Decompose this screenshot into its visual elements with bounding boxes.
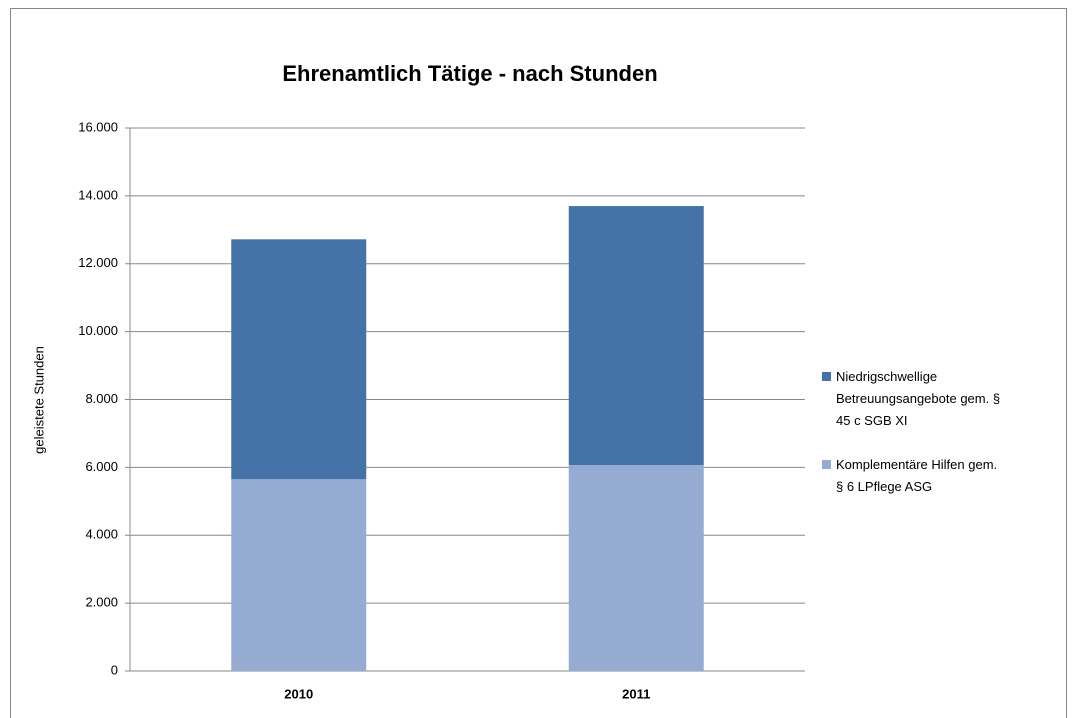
legend-item: Niedrigschwellige Betreuungsangebote gem… — [822, 366, 1012, 432]
y-tick-label: 14.000 — [78, 187, 118, 202]
y-tick-label: 12.000 — [78, 255, 118, 270]
y-tick-label: 6.000 — [85, 459, 118, 474]
bar-segment — [568, 464, 704, 671]
x-tick-label: 2010 — [284, 686, 313, 701]
x-tick-label: 2011 — [622, 686, 650, 701]
legend-item: Komplementäre Hilfen gem. § 6 LPflege AS… — [822, 454, 1012, 498]
chart-border — [10, 8, 1067, 718]
bar-segment — [568, 206, 704, 465]
y-axis-label: geleistete Stunden — [31, 346, 46, 454]
legend: Niedrigschwellige Betreuungsangebote gem… — [822, 366, 1012, 520]
y-tick-label: 4.000 — [85, 527, 118, 542]
bar-segment — [231, 479, 367, 671]
legend-label: Niedrigschwellige Betreuungsangebote gem… — [836, 369, 1001, 428]
legend-swatch — [822, 372, 831, 381]
chart-title: Ehrenamtlich Tätige - nach Stunden — [282, 61, 657, 86]
legend-swatch — [822, 460, 831, 469]
y-tick-label: 10.000 — [78, 323, 118, 338]
y-tick-label: 2.000 — [85, 595, 118, 610]
bar-segment — [231, 239, 367, 480]
y-tick-label: 8.000 — [85, 391, 118, 406]
legend-label: Komplementäre Hilfen gem. § 6 LPflege AS… — [836, 457, 998, 494]
y-tick-label: 16.000 — [78, 119, 118, 134]
y-tick-label: 0 — [111, 662, 118, 677]
